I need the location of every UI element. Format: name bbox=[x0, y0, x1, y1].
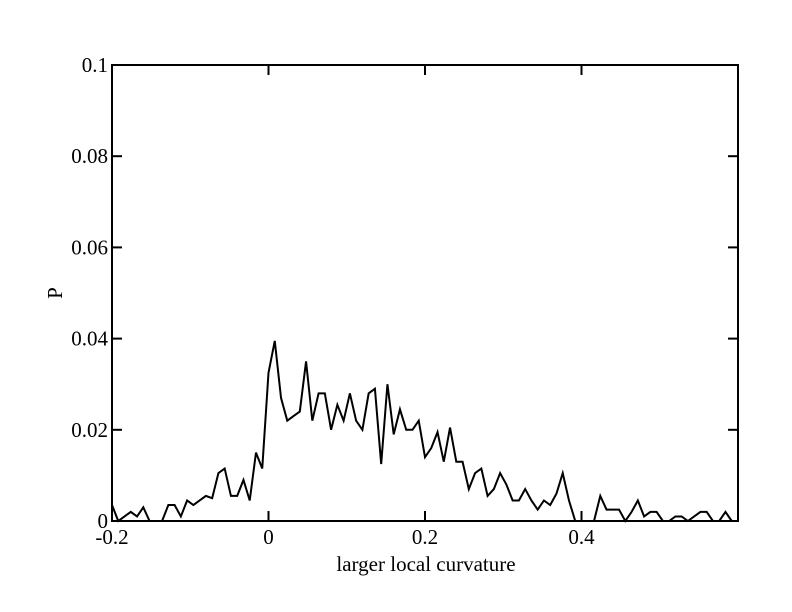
y-tick-label: 0.02 bbox=[71, 418, 108, 442]
y-tick-label: 0.06 bbox=[71, 235, 108, 259]
x-tick-label: 0.4 bbox=[568, 525, 595, 549]
y-tick-label: 0.1 bbox=[82, 53, 108, 77]
data-line bbox=[111, 340, 733, 523]
y-axis-label: P bbox=[43, 287, 67, 299]
x-axis-label: larger local curvature bbox=[336, 552, 515, 576]
y-tick-label: 0.04 bbox=[71, 327, 108, 351]
x-tick-label: 0.2 bbox=[412, 525, 438, 549]
x-tick-label: -0.2 bbox=[95, 525, 128, 549]
x-tick-label: 0 bbox=[263, 525, 274, 549]
y-tick-label: 0 bbox=[98, 509, 109, 533]
y-tick-label: 0.08 bbox=[71, 144, 108, 168]
